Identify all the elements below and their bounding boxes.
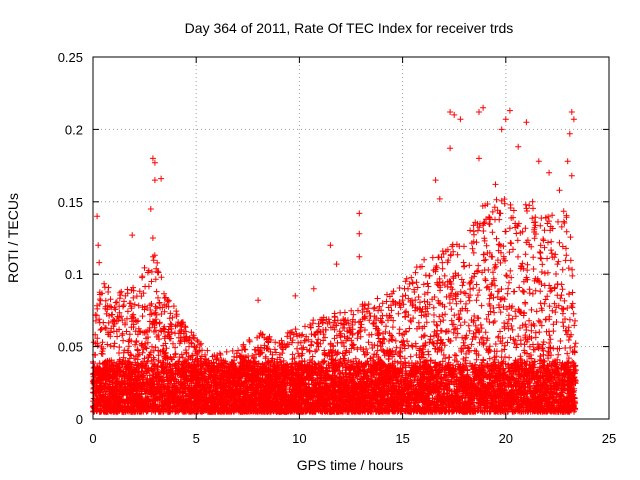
data-point <box>354 346 361 353</box>
data-points <box>90 104 579 415</box>
data-point <box>530 266 537 272</box>
data-point <box>570 310 577 317</box>
data-point <box>524 267 531 274</box>
data-point <box>491 309 498 316</box>
data-point <box>548 238 555 245</box>
data-point <box>439 259 446 266</box>
data-point <box>539 261 546 268</box>
data-point <box>374 295 381 302</box>
data-point <box>453 352 460 359</box>
data-point <box>528 306 535 313</box>
data-point <box>463 300 469 307</box>
data-point <box>514 237 521 244</box>
data-point <box>421 291 428 298</box>
data-point <box>489 229 496 236</box>
data-point <box>109 311 116 318</box>
data-point <box>502 228 509 235</box>
data-point <box>467 279 474 286</box>
data-point <box>522 201 529 208</box>
data-point <box>537 255 544 261</box>
data-point <box>522 321 529 328</box>
chart-title: Day 364 of 2011, Rate Of TEC Index for r… <box>185 20 514 36</box>
data-point <box>535 317 542 324</box>
data-point <box>497 309 504 316</box>
data-point <box>294 345 300 352</box>
data-point <box>97 297 104 304</box>
